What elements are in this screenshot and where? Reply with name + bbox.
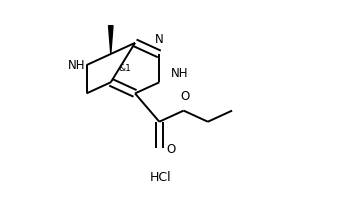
Text: O: O (166, 142, 176, 155)
Text: N: N (155, 33, 164, 46)
Text: NH: NH (68, 58, 85, 71)
Text: HCl: HCl (150, 170, 171, 183)
Polygon shape (109, 27, 113, 55)
Text: &1: &1 (119, 64, 131, 73)
Text: O: O (180, 90, 189, 103)
Text: NH: NH (170, 67, 188, 80)
